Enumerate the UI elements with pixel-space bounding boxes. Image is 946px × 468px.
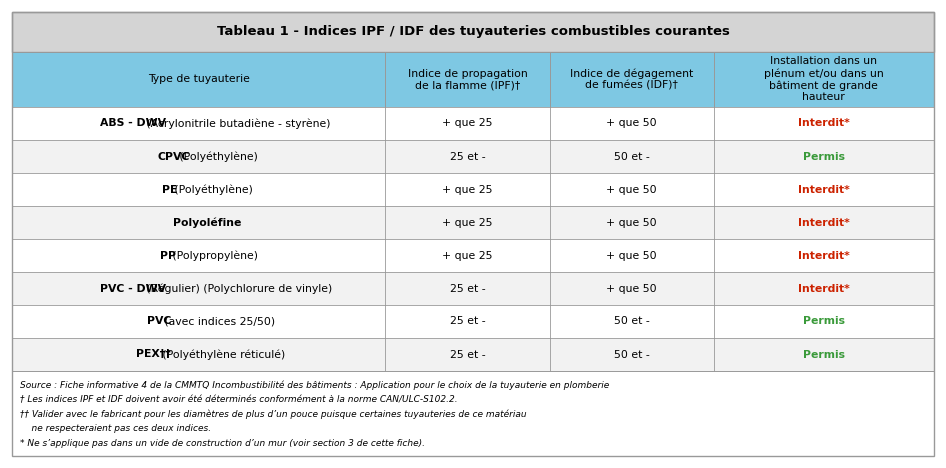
Text: Permis: Permis [803, 316, 845, 327]
Text: Type de tuyauterie: Type de tuyauterie [148, 74, 250, 85]
Text: * Ne s’applique pas dans un vide de construction d’un mur (voir section 3 de cet: * Ne s’applique pas dans un vide de cons… [20, 439, 425, 447]
Text: Permis: Permis [803, 152, 845, 161]
Text: Interdit*: Interdit* [797, 250, 850, 261]
Bar [12, 272, 934, 305]
Text: Indice de propagation
de la flamme (IPF)†: Indice de propagation de la flamme (IPF)… [408, 69, 527, 90]
Text: + que 50: + que 50 [606, 184, 657, 195]
Bar [12, 239, 934, 272]
Text: †† Valider avec le fabricant pour les diamètres de plus d’un pouce puisque certa: †† Valider avec le fabricant pour les di… [20, 410, 527, 419]
Text: + que 25: + que 25 [442, 118, 493, 129]
Text: + que 50: + que 50 [606, 250, 657, 261]
Text: Tableau 1 - Indices IPF / IDF des tuyauteries combustibles courantes: Tableau 1 - Indices IPF / IDF des tuyaut… [217, 25, 729, 38]
Text: 25 et -: 25 et - [449, 316, 485, 327]
Text: + que 50: + que 50 [606, 218, 657, 227]
Text: (Polypropylène): (Polypropylène) [169, 250, 258, 261]
Bar [12, 305, 934, 338]
Bar [12, 12, 934, 52]
Text: Interdit*: Interdit* [797, 118, 850, 129]
Text: 50 et -: 50 et - [614, 316, 650, 327]
Text: (Polyéthylène réticulé): (Polyéthylène réticulé) [159, 349, 285, 360]
Text: Polyoléfine: Polyoléfine [173, 217, 241, 228]
Text: Permis: Permis [803, 350, 845, 359]
Bar [12, 140, 934, 173]
Text: (Acrylonitrile butadiène - styrène): (Acrylonitrile butadiène - styrène) [143, 118, 330, 129]
Text: ABS - DWV: ABS - DWV [100, 118, 166, 129]
Text: 25 et -: 25 et - [449, 152, 485, 161]
Bar [12, 371, 934, 456]
Text: 25 et -: 25 et - [449, 350, 485, 359]
Text: Interdit*: Interdit* [797, 284, 850, 293]
Text: Source : Fiche informative 4 de la CMMTQ Incombustibilité des bâtiments : Applic: Source : Fiche informative 4 de la CMMTQ… [20, 380, 609, 390]
Text: PVC: PVC [147, 316, 171, 327]
Text: Interdit*: Interdit* [797, 184, 850, 195]
Text: (avec indices 25/50): (avec indices 25/50) [161, 316, 274, 327]
Bar [12, 338, 934, 371]
Text: Interdit*: Interdit* [797, 218, 850, 227]
Bar [12, 107, 934, 140]
Text: + que 25: + que 25 [442, 184, 493, 195]
Bar [12, 206, 934, 239]
Text: 25 et -: 25 et - [449, 284, 485, 293]
Text: + que 50: + que 50 [606, 118, 657, 129]
Text: CPVC: CPVC [157, 152, 189, 161]
Text: PEX††: PEX†† [135, 350, 170, 359]
Bar [12, 52, 934, 107]
Text: PP: PP [160, 250, 176, 261]
Text: 50 et -: 50 et - [614, 350, 650, 359]
Text: + que 50: + que 50 [606, 284, 657, 293]
Text: 50 et -: 50 et - [614, 152, 650, 161]
Text: PE: PE [162, 184, 177, 195]
Text: + que 25: + que 25 [442, 250, 493, 261]
Text: (Polyéthylène): (Polyéthylène) [176, 151, 257, 162]
Text: (Polyéthylène): (Polyéthylène) [171, 184, 254, 195]
Text: ne respecteraient pas ces deux indices.: ne respecteraient pas ces deux indices. [20, 424, 211, 433]
Text: + que 25: + que 25 [442, 218, 493, 227]
Text: † Les indices IPF et IDF doivent avoir été déterminés conformément à la norme CA: † Les indices IPF et IDF doivent avoir é… [20, 395, 458, 404]
Text: (Régulier) (Polychlorure de vinyle): (Régulier) (Polychlorure de vinyle) [143, 283, 332, 294]
Text: Indice de dégagement
de fumées (IDF)†: Indice de dégagement de fumées (IDF)† [569, 68, 693, 90]
Bar [12, 173, 934, 206]
Text: Installation dans un
plénum et/ou dans un
bâtiment de grande
hauteur: Installation dans un plénum et/ou dans u… [764, 57, 884, 102]
Text: PVC - DWV: PVC - DWV [100, 284, 166, 293]
